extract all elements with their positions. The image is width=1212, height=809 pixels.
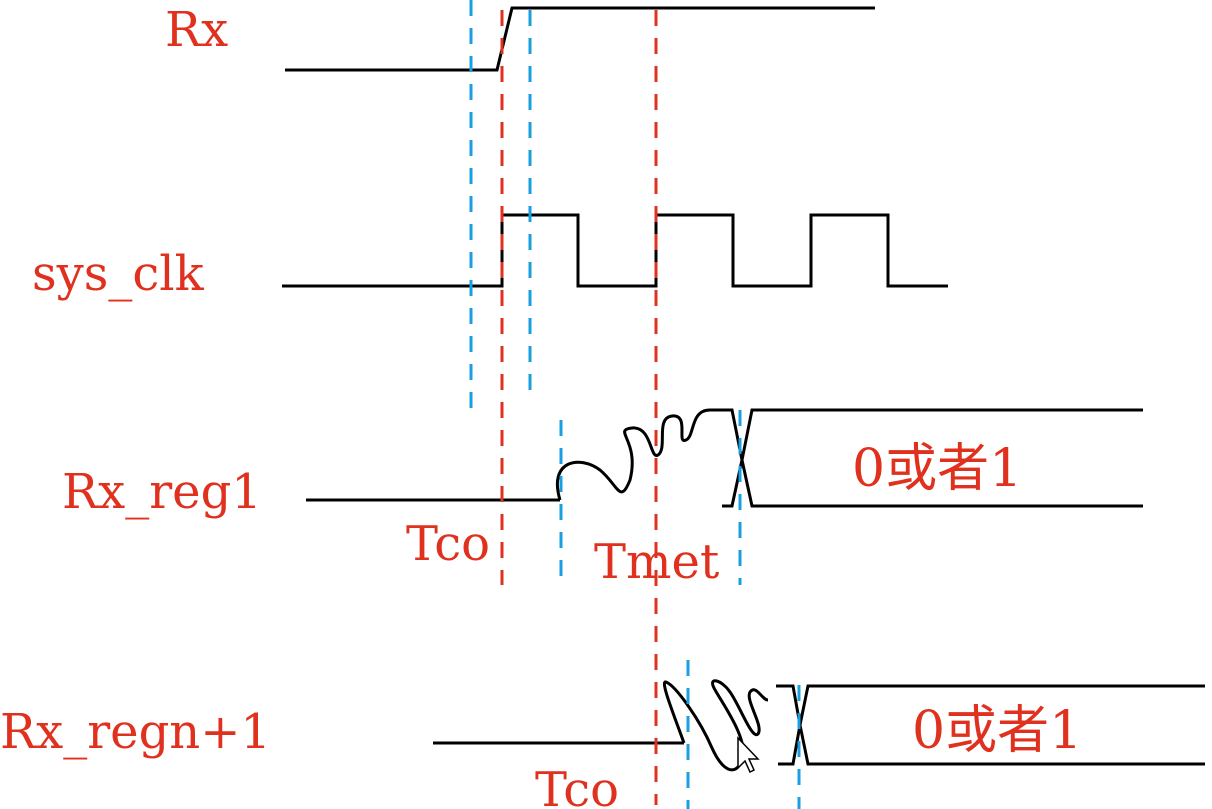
- label-rx-regn1: Rx_regn+1: [0, 704, 271, 760]
- label-rx: Rx: [165, 2, 228, 58]
- label-tco-2: Tco: [535, 762, 619, 809]
- waveform-rx: [285, 6, 875, 72]
- state-text-rx-regn1: 0或者1: [912, 701, 1082, 761]
- label-tco-1: Tco: [406, 516, 490, 572]
- waveform-rx-regn1-metastable: [662, 679, 769, 772]
- waveform-sys-clk: [282, 213, 948, 288]
- cursor-icon: [737, 736, 760, 774]
- state-text-rx-reg1: 0或者1: [852, 439, 1022, 499]
- waveform-rx-reg1-settled: [710, 408, 1143, 508]
- waveform-rx-reg1-metastable: [556, 408, 711, 501]
- label-rx-reg1: Rx_reg1: [62, 464, 262, 520]
- label-sys-clk: sys_clk: [32, 246, 205, 302]
